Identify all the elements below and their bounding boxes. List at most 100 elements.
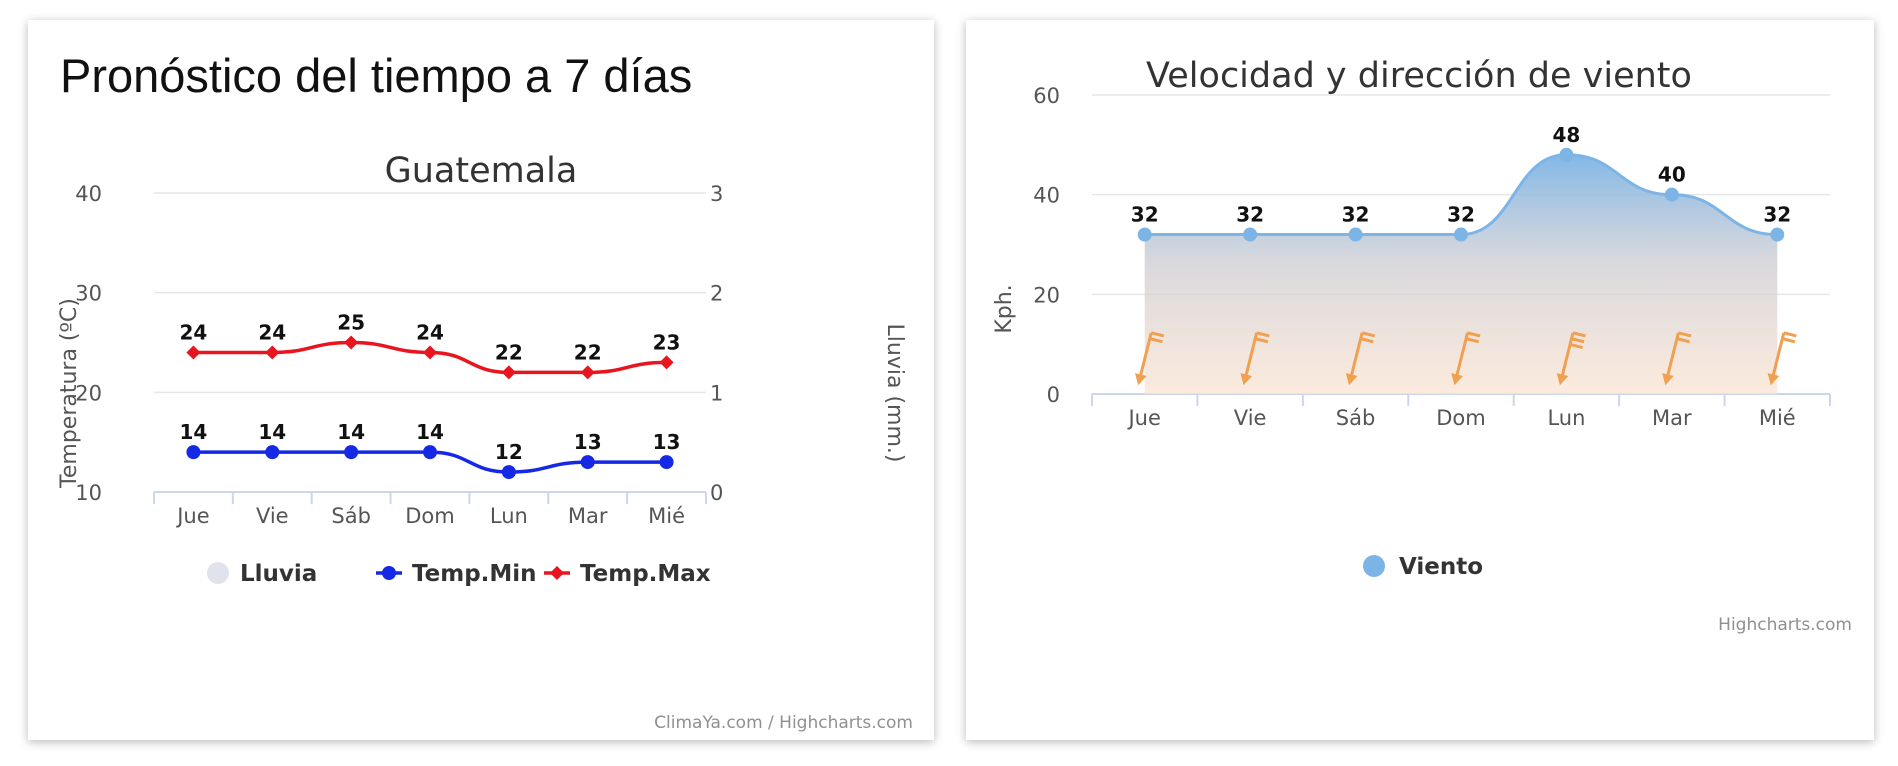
x-tick-label: Dom <box>1436 406 1485 430</box>
data-point-marker[interactable] <box>1243 227 1258 242</box>
data-point-marker[interactable] <box>1348 227 1363 242</box>
y2-tick-label: 2 <box>710 282 723 306</box>
x-tick-label: Jue <box>1126 406 1160 430</box>
data-point-marker[interactable] <box>501 465 516 480</box>
wind-speed-chart: Velocidad y dirección de viento Kph. 0 20… <box>992 56 1852 635</box>
data-label: 13 <box>653 430 681 454</box>
legend-label: Temp.Min <box>412 561 537 587</box>
data-label: 14 <box>258 420 286 444</box>
x-tick-label: Vie <box>1234 406 1267 430</box>
legend-symbol <box>207 562 229 584</box>
data-point-marker[interactable] <box>344 335 359 350</box>
temperature-rain-chart: Guatemala Temperatura (ºC) Lluvia (mm.) … <box>57 151 913 733</box>
chart-credits[interactable]: ClimaYa.com / Highcharts.com <box>654 713 913 733</box>
data-label: 14 <box>337 420 365 444</box>
data-label: 22 <box>495 340 523 364</box>
wind-area-fill <box>1144 154 1778 394</box>
wind-barb-arrowhead <box>1556 373 1569 386</box>
wind-barb-arrowhead <box>1345 373 1358 386</box>
data-label: 32 <box>1342 203 1370 227</box>
data-point-marker[interactable] <box>1770 227 1785 242</box>
wind-barb-shaft <box>1348 332 1364 381</box>
data-point-marker[interactable] <box>659 355 674 370</box>
x-tick-label: Jue <box>175 504 209 528</box>
data-point-marker[interactable] <box>423 445 437 460</box>
legend-symbol <box>550 566 564 580</box>
wind-barb-flag <box>1783 331 1797 338</box>
wind-barb-shaft <box>1243 332 1259 381</box>
x-tick-label: Sáb <box>331 504 371 528</box>
data-label: 14 <box>180 420 208 444</box>
chart-credits[interactable]: Highcharts.com <box>1718 615 1852 635</box>
x-tick-label: Vie <box>256 504 289 528</box>
wind-barb-flag <box>1254 337 1269 344</box>
data-point-marker[interactable] <box>1137 227 1152 242</box>
data-label: 32 <box>1236 203 1264 227</box>
data-point-marker[interactable] <box>186 345 201 360</box>
data-label: 32 <box>1763 203 1791 227</box>
x-tick-label: Dom <box>405 504 454 528</box>
y2-axis-title: Lluvia (mm.) <box>882 324 907 463</box>
data-point-marker[interactable] <box>1664 187 1679 202</box>
page-title: Pronóstico del tiempo a 7 días <box>60 49 693 102</box>
wind-chart-panel: Velocidad y dirección de viento Kph. 0 20… <box>966 20 1874 740</box>
data-point-marker[interactable] <box>186 445 201 460</box>
wind-barb-shaft <box>1454 332 1469 381</box>
data-label: 32 <box>1131 203 1159 227</box>
wind-barb-flag <box>1782 337 1796 344</box>
data-point-marker[interactable] <box>344 445 359 460</box>
x-tick-label: Lun <box>1547 406 1585 430</box>
y2-tick-label: 3 <box>710 182 723 206</box>
wind-barb-shaft <box>1770 332 1786 381</box>
x-tick-label: Mié <box>648 504 685 528</box>
data-label: 24 <box>416 320 444 344</box>
data-label: 14 <box>416 420 444 444</box>
data-label: 24 <box>180 320 208 344</box>
y-tick-label: 60 <box>1033 84 1060 108</box>
legend-item-temp-max[interactable]: Temp.Max <box>544 561 711 587</box>
wind-barb-arrowhead <box>1240 373 1253 386</box>
data-point-marker[interactable] <box>580 365 595 380</box>
chart-title: Velocidad y dirección de viento <box>1146 56 1692 96</box>
x-tick-label: Sáb <box>1336 406 1376 430</box>
legend-item-lluvia[interactable]: Lluvia <box>207 561 317 587</box>
data-point-marker[interactable] <box>265 345 280 360</box>
wind-barb-icon <box>1451 331 1481 386</box>
data-label: 32 <box>1447 203 1475 227</box>
temperature-chart-panel: Pronóstico del tiempo a 7 días Guatemala… <box>28 20 934 740</box>
data-point-marker[interactable] <box>265 445 280 460</box>
data-label: 24 <box>258 320 286 344</box>
y-tick-label: 0 <box>1047 383 1060 407</box>
y-tick-label: 10 <box>75 481 102 505</box>
wind-barb-flag <box>1361 331 1376 338</box>
wind-barb-icon <box>1345 331 1376 386</box>
legend-label: Temp.Max <box>580 561 711 587</box>
wind-barb-flag <box>1465 337 1480 344</box>
data-point-marker[interactable] <box>423 345 437 360</box>
wind-barb-flag <box>1569 342 1584 350</box>
legend-item-viento[interactable]: Viento <box>1363 554 1483 580</box>
y-axis-title: Temperatura (ºC) <box>57 298 82 489</box>
wind-barb-icon <box>1767 331 1797 386</box>
wind-barb-flag <box>1571 337 1585 344</box>
legend-item-temp-min[interactable]: Temp.Min <box>376 561 537 587</box>
y-tick-label: 30 <box>75 282 102 306</box>
wind-barb-icon <box>1556 331 1586 386</box>
wind-barb-flag <box>1572 331 1586 338</box>
wind-barb-shaft <box>1665 332 1680 381</box>
y-tick-label: 20 <box>1033 283 1060 307</box>
wind-barb-icon <box>1662 331 1692 386</box>
data-point-marker[interactable] <box>1559 147 1574 162</box>
data-label: 40 <box>1658 163 1686 187</box>
data-point-marker[interactable] <box>1454 227 1468 242</box>
data-label: 48 <box>1553 123 1581 147</box>
wind-barb-shaft <box>1559 332 1575 381</box>
data-point-marker[interactable] <box>659 455 674 470</box>
wind-barb-icon <box>1135 331 1165 386</box>
data-point-marker[interactable] <box>501 365 516 380</box>
legend-symbol <box>382 566 396 580</box>
y-tick-label: 20 <box>75 381 102 405</box>
y-tick-label: 40 <box>75 182 102 206</box>
data-point-marker[interactable] <box>580 455 595 470</box>
y2-tick-label: 0 <box>710 481 723 505</box>
